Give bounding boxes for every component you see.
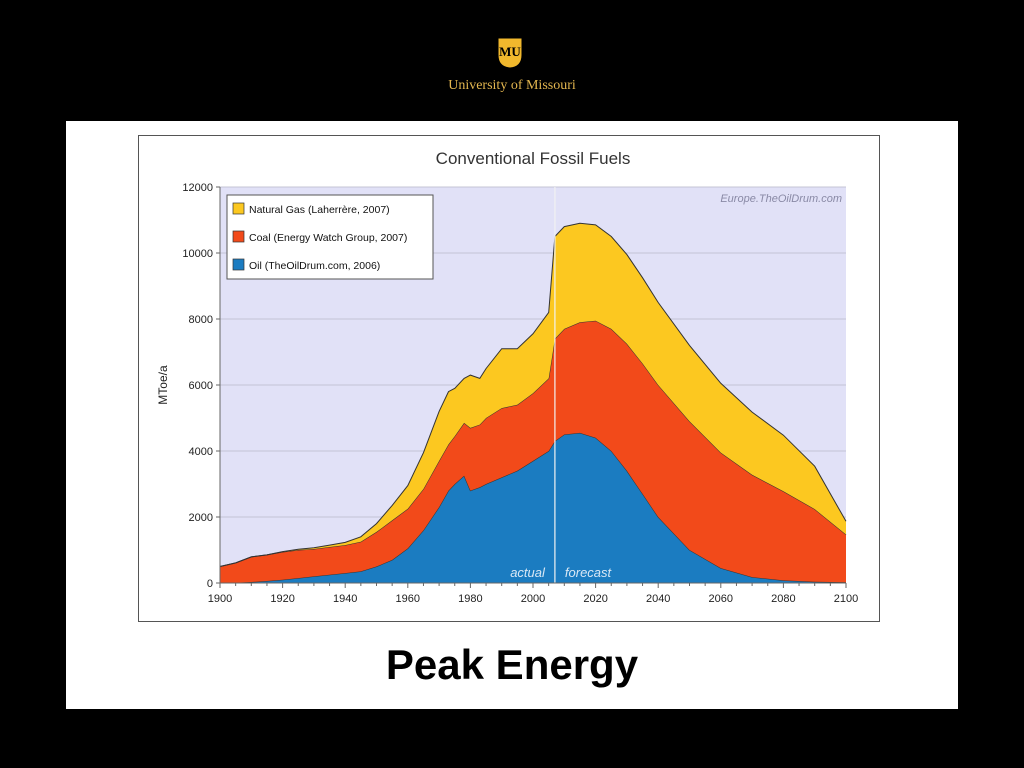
university-logo: MU: [497, 37, 523, 69]
divider-label-actual: actual: [510, 565, 546, 580]
chart-watermark: Europe.TheOilDrum.com: [720, 193, 842, 205]
divider-label-forecast: forecast: [565, 565, 613, 580]
chart-frame: Conventional Fossil Fuels actual forecast E…: [138, 135, 880, 622]
slide-panel: Conventional Fossil Fuels actual forecast E…: [66, 121, 958, 709]
legend-swatch: [232, 258, 245, 271]
y-tick-label: 4000: [189, 446, 213, 458]
x-tick-label: 2080: [771, 593, 795, 605]
x-tick-label: 2000: [521, 593, 545, 605]
x-tick-label: 1960: [396, 593, 420, 605]
legend-label: Coal (Energy Watch Group, 2007): [249, 232, 407, 244]
y-tick-label: 8000: [189, 314, 213, 326]
x-tick-label: 1900: [208, 593, 232, 605]
chart: Conventional Fossil Fuels actual forecast E…: [156, 149, 858, 605]
legend-swatch: [232, 230, 245, 243]
institution-name: University of Missouri: [448, 78, 576, 93]
slide-title: Peak Energy: [385, 641, 639, 688]
y-tick-label: 0: [207, 578, 213, 590]
x-tick-label: 1980: [458, 593, 482, 605]
y-tick-label: 10000: [182, 248, 213, 260]
logo-text: MU: [499, 44, 521, 59]
legend-label: Oil (TheOilDrum.com, 2006): [249, 260, 380, 272]
x-tick-label: 1940: [333, 593, 357, 605]
legend-box: [226, 194, 434, 280]
area-series: [220, 223, 846, 567]
chart-title: Conventional Fossil Fuels: [436, 149, 631, 168]
legend-label: Natural Gas (Laherrère, 2007): [249, 204, 390, 216]
y-tick-label: 12000: [182, 182, 213, 194]
x-tick-label: 2060: [709, 593, 733, 605]
legend-swatch: [232, 202, 245, 215]
y-tick-label: 2000: [189, 512, 213, 524]
area-series: [220, 320, 846, 583]
x-tick-label: 2100: [834, 593, 858, 605]
y-tick-label: 6000: [189, 380, 213, 392]
y-axis-label: MToe/a: [156, 365, 170, 405]
area-series-outline: [219, 222, 847, 567]
x-tick-label: 1920: [270, 593, 294, 605]
x-tick-label: 2020: [583, 593, 607, 605]
x-tick-label: 2040: [646, 593, 670, 605]
area-series: [220, 432, 846, 583]
